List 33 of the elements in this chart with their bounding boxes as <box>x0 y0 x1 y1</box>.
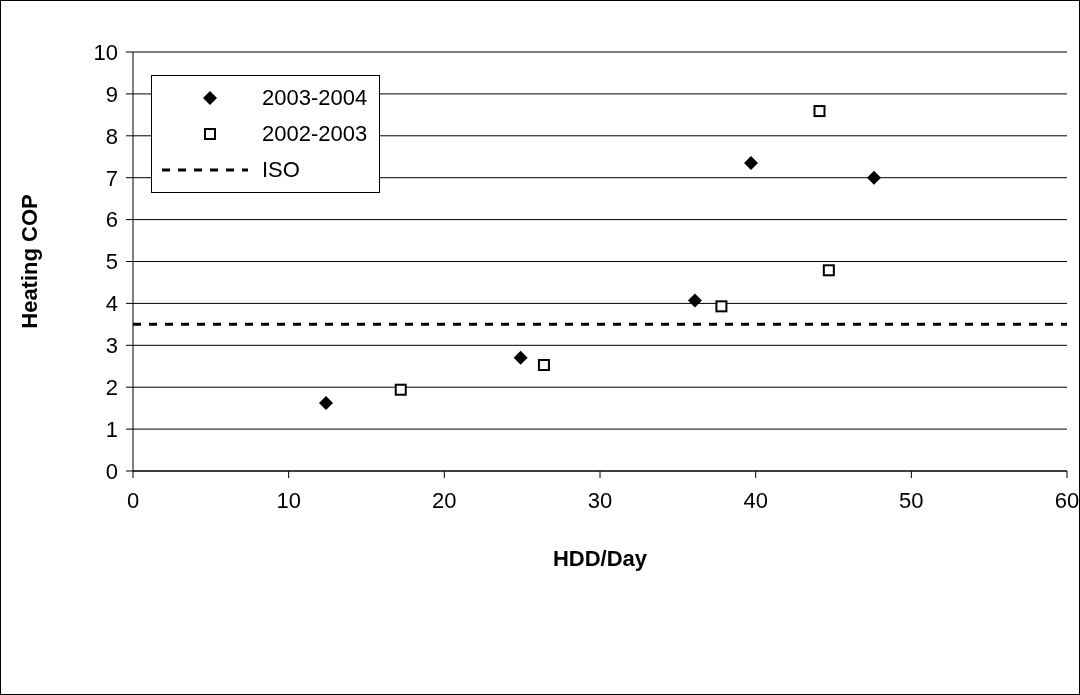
y-tick-label: 9 <box>105 81 118 107</box>
point <box>394 383 407 396</box>
x-tick-label: 10 <box>276 487 301 513</box>
x-tick-label: 60 <box>1054 487 1080 513</box>
point <box>513 350 528 365</box>
x-tick-label: 40 <box>743 487 768 513</box>
point <box>319 396 334 411</box>
y-tick-label: 1 <box>105 416 118 442</box>
y-tick-label: 6 <box>105 207 118 233</box>
y-tick-label: 5 <box>105 249 118 275</box>
x-tick-label: 20 <box>432 487 457 513</box>
y-tick-label: 10 <box>93 39 118 65</box>
y-tick-label: 2 <box>105 375 118 401</box>
y-tick-label: 4 <box>105 291 118 317</box>
legend-label: 2002-2003 <box>262 121 368 147</box>
x-tick-label: 0 <box>126 487 140 513</box>
y-axis-title: Heating COP <box>16 194 42 329</box>
point <box>813 105 826 118</box>
y-tick-label: 8 <box>105 123 118 149</box>
legend-label: ISO <box>262 157 300 183</box>
point <box>537 358 550 371</box>
x-tick-label: 30 <box>587 487 613 513</box>
point <box>744 156 758 171</box>
legend-label: 2003-2004 <box>262 85 368 111</box>
y-tick-label: 0 <box>105 458 118 484</box>
point <box>822 264 835 277</box>
point <box>715 300 728 313</box>
y-tick-label: 7 <box>105 165 118 191</box>
point <box>866 170 881 185</box>
y-tick-label: 3 <box>105 333 118 359</box>
x-axis-title: HDD/Day <box>552 546 648 571</box>
point <box>687 293 702 308</box>
x-tick-label: 50 <box>899 487 924 513</box>
